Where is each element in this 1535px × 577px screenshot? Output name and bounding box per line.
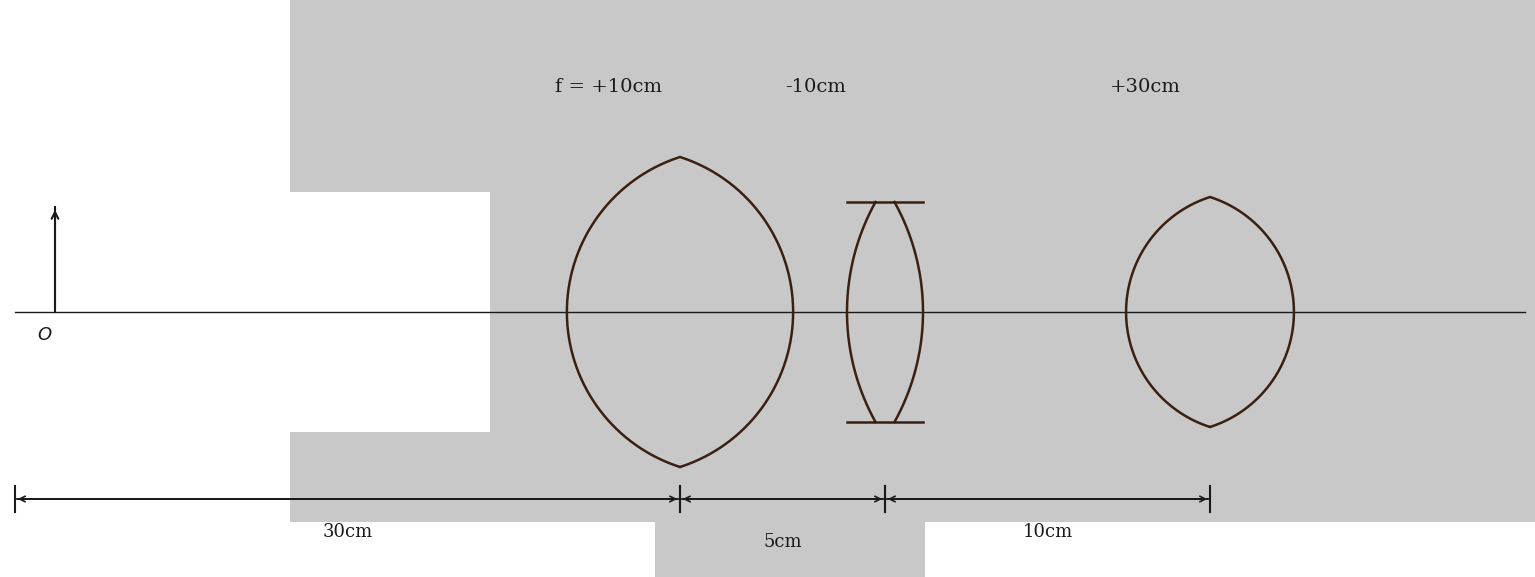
Text: O: O xyxy=(37,326,51,344)
Text: f = +10cm: f = +10cm xyxy=(556,78,662,96)
Bar xyxy=(290,0,1535,522)
Text: 5cm: 5cm xyxy=(763,533,801,551)
Text: 30cm: 30cm xyxy=(322,523,373,541)
Bar xyxy=(0,192,490,432)
Text: -10cm: -10cm xyxy=(784,78,846,96)
Text: +30cm: +30cm xyxy=(1110,78,1180,96)
Bar xyxy=(655,502,926,577)
Bar xyxy=(0,0,290,577)
Bar xyxy=(0,522,1535,577)
Text: 10cm: 10cm xyxy=(1022,523,1073,541)
